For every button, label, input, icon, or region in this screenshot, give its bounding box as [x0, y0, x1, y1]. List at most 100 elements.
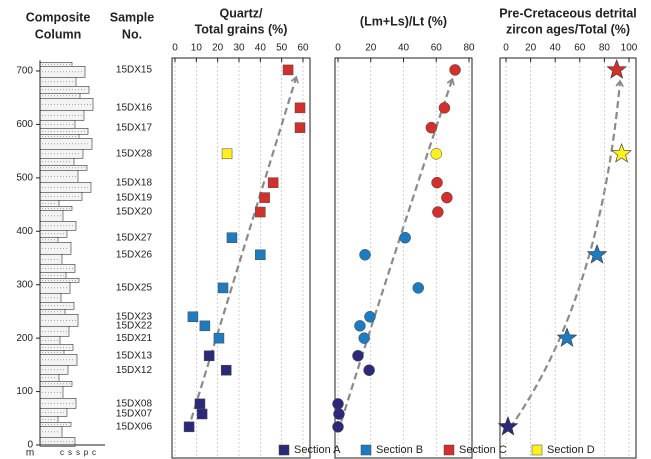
- circle-marker: [399, 231, 411, 244]
- column-bed: [39, 272, 67, 279]
- square-marker: [220, 364, 232, 376]
- column-scale-label: c: [92, 448, 96, 457]
- circle-marker: [449, 64, 461, 76]
- sample-label: 15DX15: [116, 65, 153, 76]
- legend-label: Section C: [459, 444, 507, 456]
- square-marker: [294, 122, 306, 133]
- circle-marker: [441, 191, 453, 204]
- column-scale-label: c: [60, 448, 64, 457]
- square-marker: [282, 64, 294, 76]
- column-scale-label: p: [84, 448, 89, 457]
- circle-marker: [438, 102, 451, 114]
- square-marker: [196, 408, 208, 420]
- composite-column: [39, 62, 94, 447]
- column-bed: [39, 408, 68, 417]
- square-marker: [226, 232, 238, 243]
- square-marker: [187, 311, 199, 323]
- column-bed: [39, 149, 84, 159]
- star-marker: [611, 142, 632, 163]
- panel-title: Total grains (%): [195, 22, 288, 36]
- star-marker: [586, 243, 608, 264]
- circle-marker: [425, 121, 438, 134]
- sample-label: 15DX16: [116, 103, 153, 114]
- square-marker: [221, 148, 233, 160]
- square-marker: [255, 206, 266, 218]
- square-marker: [203, 350, 215, 362]
- sample-label: 15DX25: [116, 283, 153, 294]
- column-bed: [39, 206, 73, 211]
- x-tick-label: 50: [276, 43, 288, 54]
- column-scale-label: s: [76, 448, 80, 457]
- x-tick-label: 30: [233, 43, 245, 54]
- x-tick-label: 0: [503, 43, 509, 54]
- sample-label: 15DX20: [116, 207, 153, 218]
- square-marker: [194, 398, 206, 410]
- legend-swatch: [443, 444, 455, 456]
- sample-label: 15DX12: [116, 365, 153, 376]
- legend-swatch: [531, 444, 543, 456]
- x-tick-label: 60: [574, 43, 586, 54]
- circle-marker: [432, 206, 444, 218]
- circle-marker: [332, 421, 344, 433]
- legend-label: Section B: [376, 444, 423, 456]
- column-bed: [39, 344, 74, 351]
- sample-label: 15DX19: [116, 192, 153, 203]
- column-title: Column: [35, 27, 82, 41]
- sample-label: 15DX08: [116, 399, 153, 410]
- x-tick-label: 0: [172, 43, 178, 54]
- square-marker: [213, 332, 225, 344]
- x-tick-label: 0: [335, 43, 341, 54]
- x-tick-label: 40: [550, 43, 562, 54]
- square-marker: [267, 177, 279, 188]
- y-tick-label: 300: [16, 279, 33, 290]
- square-marker: [259, 192, 270, 203]
- sample-label: 15DX18: [116, 177, 153, 188]
- x-tick-label: 80: [599, 43, 611, 54]
- column-title: Composite: [26, 10, 91, 24]
- x-tick-label: 60: [297, 43, 309, 54]
- circle-marker: [364, 311, 376, 323]
- star-marker: [556, 327, 578, 347]
- square-marker: [199, 320, 211, 332]
- y-tick-label: 700: [16, 66, 33, 77]
- square-marker: [183, 421, 195, 433]
- legend-swatch: [278, 444, 290, 456]
- panel-title: zircon ages/Total (%): [506, 22, 630, 36]
- column-bed: [39, 309, 66, 315]
- column-bed: [39, 230, 68, 238]
- circle-marker: [359, 249, 371, 261]
- circle-marker: [358, 332, 370, 344]
- y-tick-label: 400: [16, 226, 33, 237]
- column-bed: [39, 62, 73, 67]
- sample-label: 15DX23: [116, 311, 153, 322]
- y-tick-label: 500: [16, 172, 33, 183]
- sample-label: 15DX06: [116, 421, 153, 432]
- legend-label: Section A: [294, 444, 341, 456]
- y-tick-label: 0: [27, 440, 33, 451]
- sample-label: 15DX13: [116, 350, 153, 361]
- panel-frame: [171, 57, 311, 459]
- x-tick-label: 100: [621, 43, 638, 54]
- legend-swatch: [360, 444, 372, 456]
- column-bed: [39, 182, 92, 193]
- x-tick-label: 80: [463, 43, 475, 54]
- x-tick-label: 20: [212, 43, 224, 54]
- y-tick-label: 100: [16, 386, 33, 397]
- column-unit: m: [26, 448, 34, 459]
- panel-title: (Lm+Ls)/Lt (%): [360, 14, 447, 28]
- y-tick-label: 600: [16, 119, 33, 130]
- x-tick-label: 20: [365, 43, 377, 54]
- column-bed: [39, 110, 85, 121]
- circle-marker: [363, 364, 375, 376]
- column-bed: [39, 381, 73, 387]
- square-marker: [294, 102, 306, 114]
- trend-arrow: [336, 77, 455, 433]
- x-tick-label: 60: [431, 43, 443, 54]
- sample-title: No.: [122, 27, 142, 41]
- panel-frame: [334, 57, 473, 459]
- circle-marker: [333, 408, 345, 420]
- legend-label: Section D: [547, 444, 595, 456]
- trend-arrow: [509, 79, 624, 429]
- square-marker: [217, 282, 229, 294]
